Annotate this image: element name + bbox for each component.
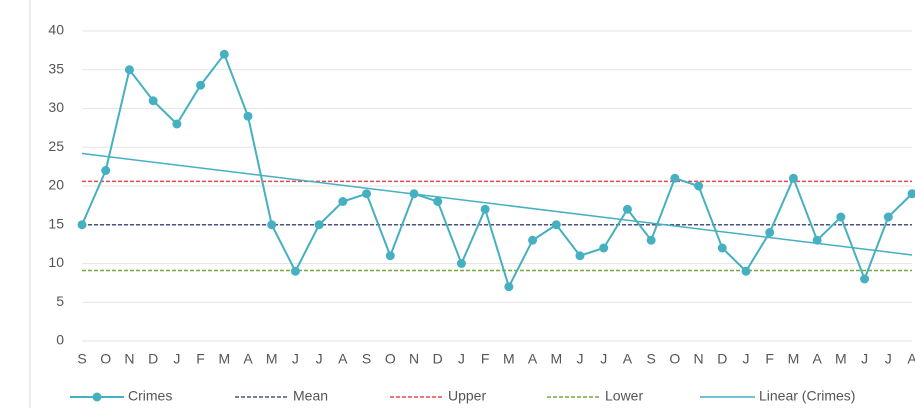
data-point <box>622 204 632 214</box>
data-point <box>385 251 395 261</box>
x-tick-label: A <box>338 351 348 367</box>
legend-label: Upper <box>448 388 486 404</box>
data-point <box>575 251 585 261</box>
x-tick-label: J <box>885 351 892 367</box>
data-point <box>741 266 751 276</box>
data-point <box>480 204 490 214</box>
x-tick-label: J <box>173 351 180 367</box>
x-tick-label: A <box>907 351 915 367</box>
data-point <box>219 49 229 59</box>
x-tick-label: J <box>316 351 323 367</box>
data-point <box>788 173 798 183</box>
legend-label: Crimes <box>128 388 172 404</box>
x-tick-label: J <box>292 351 299 367</box>
y-tick-label: 40 <box>48 22 64 38</box>
y-tick-label: 10 <box>48 254 64 270</box>
x-tick-label: A <box>623 351 633 367</box>
data-line <box>81 52 913 290</box>
y-tick-label: 15 <box>48 215 64 231</box>
data-point <box>717 243 727 253</box>
x-tick-label: O <box>385 351 396 367</box>
data-point <box>456 259 466 268</box>
x-tick-label: M <box>503 351 515 367</box>
legend-label: Mean <box>293 388 328 404</box>
x-tick-label: A <box>243 351 253 367</box>
x-tick-label: D <box>717 351 727 367</box>
y-tick-label: 5 <box>56 293 64 309</box>
x-tick-label: M <box>218 351 230 367</box>
legend-label: Linear (Crimes) <box>759 388 855 404</box>
data-point <box>77 220 87 230</box>
data-point <box>172 119 182 129</box>
data-point <box>433 197 443 206</box>
x-tick-label: F <box>196 351 205 367</box>
data-point <box>907 189 915 199</box>
x-tick-label: A <box>812 351 822 367</box>
x-tick-label: J <box>861 351 868 367</box>
x-tick-label: N <box>124 351 134 367</box>
x-tick-label: D <box>433 351 443 367</box>
data-point <box>290 266 300 276</box>
data-point <box>338 197 348 206</box>
legend-marker <box>92 392 102 402</box>
data-point <box>646 235 656 245</box>
x-tick-label: A <box>528 351 538 367</box>
data-point <box>836 212 846 222</box>
data-point <box>504 282 514 292</box>
data-point <box>694 181 704 191</box>
x-tick-label: D <box>148 351 158 367</box>
x-tick-label: M <box>835 351 847 367</box>
x-tick-label: M <box>550 351 562 367</box>
data-point <box>812 235 822 245</box>
y-tick-label: 35 <box>48 60 64 76</box>
x-tick-label: N <box>409 351 419 367</box>
x-tick-label: S <box>77 351 86 367</box>
x-tick-label: J <box>600 351 607 367</box>
x-tick-label: S <box>362 351 371 367</box>
data-point <box>362 189 372 199</box>
x-tick-label: M <box>266 351 278 367</box>
data-point <box>267 220 277 230</box>
y-tick-label: 25 <box>48 138 64 154</box>
data-point <box>148 96 158 106</box>
x-tick-label: F <box>481 351 490 367</box>
x-tick-label: S <box>646 351 655 367</box>
data-point <box>883 212 893 222</box>
data-point <box>670 173 680 183</box>
data-point <box>860 274 870 284</box>
x-tick-label: M <box>788 351 800 367</box>
y-tick-label: 20 <box>48 177 64 193</box>
data-point <box>124 65 134 75</box>
y-tick-label: 0 <box>56 332 64 348</box>
legend-label: Lower <box>605 388 643 404</box>
data-point <box>765 228 775 237</box>
x-tick-label: F <box>765 351 774 367</box>
data-point <box>314 220 324 230</box>
x-tick-label: J <box>577 351 584 367</box>
data-point <box>409 189 419 199</box>
x-tick-label: J <box>458 351 465 367</box>
data-point <box>599 243 609 253</box>
data-point <box>243 111 253 121</box>
x-tick-label: J <box>743 351 750 367</box>
x-tick-label: O <box>669 351 680 367</box>
trend-line <box>81 152 913 256</box>
data-point <box>528 235 538 245</box>
y-tick-label: 30 <box>48 99 64 115</box>
data-point <box>101 166 111 175</box>
x-tick-label: O <box>100 351 111 367</box>
x-tick-label: N <box>694 351 704 367</box>
data-point <box>551 220 561 230</box>
data-point <box>196 80 206 90</box>
